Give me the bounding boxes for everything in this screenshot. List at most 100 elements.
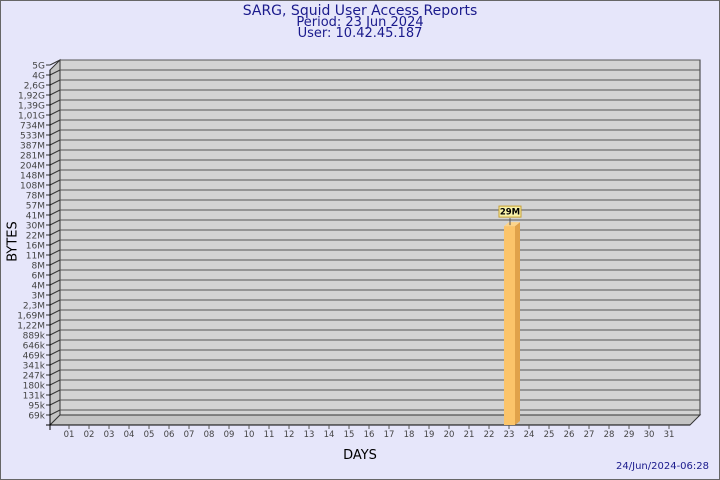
y-tick-diagonal [49,149,61,156]
y-tick-label: 41M [26,212,45,222]
y-tick-label: 30M [26,222,45,232]
y-tick-diagonal [49,169,61,176]
x-tick-label: 13 [304,430,315,440]
x-tick-label: 22 [484,430,495,440]
x-tick-label: 30 [644,430,655,440]
y-tick-label: 4G [32,72,45,82]
back-wall [59,59,701,416]
y-tick-label: 78M [26,192,45,202]
y-tick-label: 1,92G [18,92,45,102]
y-tick-diagonal [49,219,61,226]
data-label-box [498,205,522,218]
x-tick-label: 12 [284,430,295,440]
y-tick-diagonal [49,129,61,136]
y-tick-diagonal [49,359,61,366]
y-tick-diagonal [49,179,61,186]
x-tick-label: 20 [444,430,455,440]
y-tick-label: 8M [32,262,46,272]
y-tick-label: 533M [20,132,45,142]
y-tick-label: 108M [20,182,45,192]
y-tick-diagonal [49,199,61,206]
y-tick-label: 131k [23,392,46,402]
y-tick-diagonal [49,319,61,326]
y-tick-diagonal [49,249,61,256]
bar-top [504,222,520,227]
data-label: 29M [500,208,520,218]
y-tick-diagonal [49,109,61,116]
y-tick-label: 646k [23,342,46,352]
x-tick-label: 16 [364,430,375,440]
x-tick-label: 11 [264,430,275,440]
x-tick-label: 19 [424,430,435,440]
x-tick-label: 21 [464,430,475,440]
y-tick-label: 22M [26,232,45,242]
y-tick-diagonal [49,409,61,416]
y-tick-diagonal [49,269,61,276]
y-tick-label: 95k [28,402,45,412]
x-tick-label: 10 [244,430,255,440]
y-tick-label: 5G [32,62,45,72]
x-tick-label: 09 [224,430,235,440]
y-tick-label: 889k [23,332,46,342]
generated-timestamp: 24/Jun/2024-06:28 [616,461,709,472]
x-tick-label: 01 [64,430,75,440]
x-axis-label: DAYS [343,448,377,463]
y-tick-label: 69k [28,412,45,422]
y-tick-diagonal [49,309,61,316]
x-tick-label: 03 [104,430,115,440]
y-tick-diagonal [49,79,61,86]
chart-period: Period: 23 Jun 2024 [296,15,424,30]
y-tick-diagonal [49,289,61,296]
x-tick-label: 23 [504,430,515,440]
y-tick-diagonal [49,209,61,216]
y-tick-label: 469k [23,352,46,362]
bar-side [515,222,520,425]
y-tick-label: 247k [23,372,46,382]
y-tick-diagonal [49,229,61,236]
x-tick-label: 07 [184,430,195,440]
bar-day-23: 29M [498,205,522,425]
x-tick-label: 02 [84,430,95,440]
y-tick-label: 4M [32,282,46,292]
y-tick-diagonal [49,339,61,346]
floor [48,414,702,426]
x-tick-label: 04 [124,430,135,440]
y-tick-diagonal [49,189,61,196]
y-tick-label: 1,69M [17,312,45,322]
y-tick-label: 2,3M [23,302,45,312]
x-tick-label: 06 [164,430,175,440]
x-tick-label: 25 [544,430,555,440]
y-tick-label: 6M [32,272,46,282]
y-tick-diagonal [49,239,61,246]
y-tick-diagonal [49,139,61,146]
y-tick-diagonal [49,369,61,376]
x-tick-label: 31 [664,430,675,440]
y-tick-diagonal [49,329,61,336]
y-tick-label: 341k [23,362,46,372]
y-tick-diagonal [49,69,61,76]
chart-user: User: 10.42.45.187 [297,26,423,41]
x-tick-label: 15 [344,430,355,440]
y-tick-label: 1,01G [18,112,45,122]
y-tick-diagonal [49,389,61,396]
y-tick-diagonal [49,299,61,306]
y-tick-diagonal [49,379,61,386]
y-tick-diagonal [49,119,61,126]
y-tick-label: 387M [20,142,45,152]
y-tick-label: 3M [32,292,46,302]
y-tick-label: 11M [26,252,45,262]
y-tick-label: 281M [20,152,45,162]
y-tick-diagonal [49,349,61,356]
y-tick-label: 1,22M [17,322,45,332]
x-tick-label: 08 [204,430,215,440]
y-tick-diagonal [49,89,61,96]
x-tick-label: 28 [604,430,615,440]
y-tick-label: 57M [26,202,45,212]
y-tick-label: 1,39G [18,102,45,112]
y-tick-diagonal [49,399,61,406]
y-tick-diagonal [49,259,61,266]
chart-title: SARG, Squid User Access Reports [242,3,478,19]
y-tick-label: 16M [26,242,45,252]
x-tick-label: 18 [404,430,415,440]
